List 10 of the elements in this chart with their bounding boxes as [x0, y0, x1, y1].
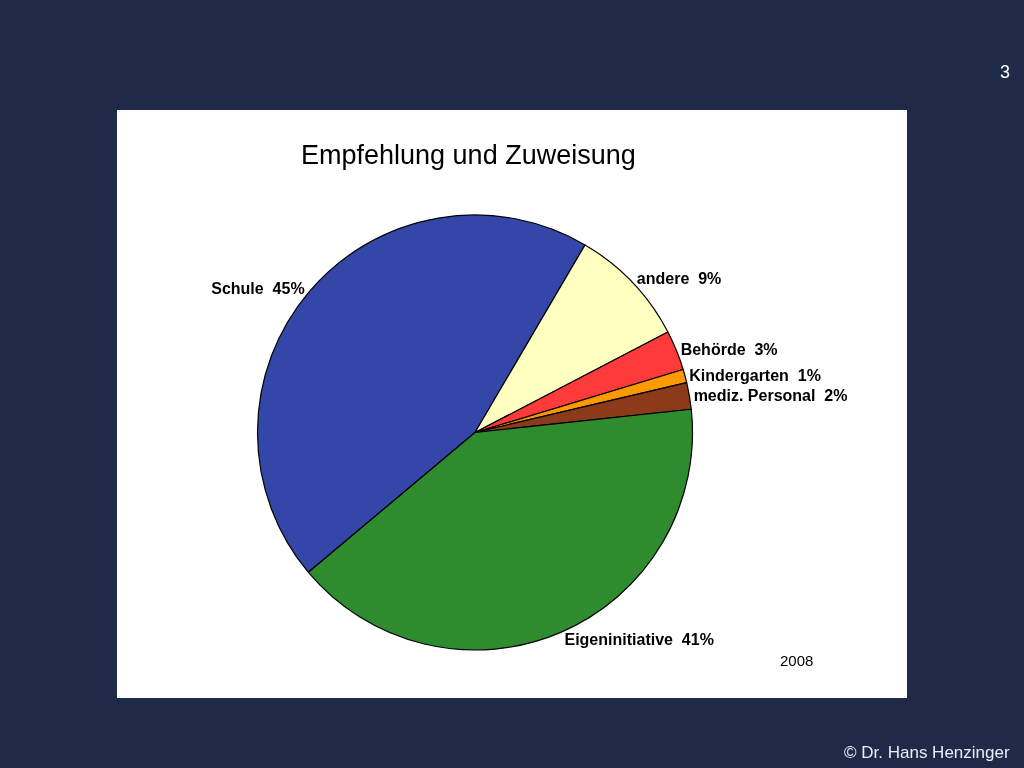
slice-label: mediz. Personal 2% [693, 387, 848, 405]
chart-title: Empfehlung und Zuweisung [301, 140, 636, 170]
slice-label: Kindergarten 1% [689, 366, 821, 384]
text: 3 [1000, 62, 1011, 82]
slice-label: andere 9% [636, 270, 722, 288]
slice-label: Behörde 3% [680, 340, 778, 358]
text: © Dr. Hans Henzinger [844, 743, 1010, 762]
slice-label: Schule 45% [211, 280, 305, 298]
text: 2008 [780, 652, 814, 669]
slice-label: Eigeninitiative 41% [564, 631, 714, 649]
